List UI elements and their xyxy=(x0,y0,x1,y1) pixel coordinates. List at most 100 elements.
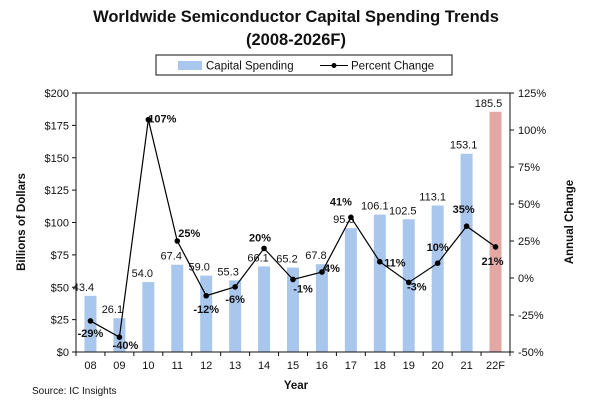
bar-13 xyxy=(229,280,242,352)
bar-value-label: 43.4 xyxy=(73,282,94,294)
bar-value-label: 54.0 xyxy=(132,268,153,280)
y2-tick-label: 50% xyxy=(518,199,540,211)
percent-change-label: 35% xyxy=(453,204,475,216)
x-tick-label: 22F xyxy=(486,360,505,372)
bar-15 xyxy=(287,267,299,352)
bar-value-label: 65.2 xyxy=(276,254,297,266)
bar-value-label: 153.1 xyxy=(450,140,478,152)
y-tick-label: $150 xyxy=(45,153,69,165)
bar-value-label: 185.5 xyxy=(475,98,503,110)
x-tick-label: 08 xyxy=(84,360,96,372)
bar-value-label: 26.1 xyxy=(102,304,123,316)
y2-tick-label: -25% xyxy=(518,310,544,322)
bar-08 xyxy=(84,295,97,352)
y-tick-label: $175 xyxy=(45,120,69,132)
bar-17 xyxy=(344,228,357,352)
percent-change-label: -1% xyxy=(293,283,313,295)
percent-change-point xyxy=(434,260,441,267)
y-tick-label: $50 xyxy=(51,282,69,294)
bar-16 xyxy=(315,264,328,352)
bar-21 xyxy=(460,153,473,352)
x-tick-label: 19 xyxy=(403,360,415,372)
percent-change-point xyxy=(145,116,152,123)
x-tick-label: 17 xyxy=(345,360,357,372)
y-axis-title: Billions of Dollars xyxy=(16,173,28,271)
y2-tick-label: 75% xyxy=(518,162,540,174)
chart-title: Worldwide Semiconductor Capital Spending… xyxy=(93,8,499,26)
x-tick-label: 14 xyxy=(258,360,270,372)
percent-change-point xyxy=(174,238,181,244)
percent-change-label: -29% xyxy=(78,328,104,340)
bar-10 xyxy=(142,282,155,352)
x-tick-label: 21 xyxy=(460,360,472,372)
legend-label-percent-change: Percent Change xyxy=(351,61,434,73)
y2-tick-label: 125% xyxy=(518,88,546,100)
x-tick-label: 20 xyxy=(432,360,444,372)
y2-axis-title: Annual Change xyxy=(564,180,576,264)
x-axis-title: Year xyxy=(284,380,309,392)
percent-change-point xyxy=(232,284,238,290)
x-tick-label: 10 xyxy=(142,360,154,372)
y-tick-label: $125 xyxy=(45,185,69,197)
percent-change-point xyxy=(463,223,470,229)
percent-change-point xyxy=(87,318,94,324)
percent-change-point xyxy=(377,258,383,265)
x-tick-label: 15 xyxy=(287,360,299,372)
x-tick-label: 13 xyxy=(229,360,241,372)
percent-change-label: 20% xyxy=(249,232,271,244)
percent-change-label: 41% xyxy=(330,196,352,208)
y-tick-label: $0 xyxy=(57,347,69,359)
x-tick-label: 18 xyxy=(374,360,386,372)
x-tick-label: 16 xyxy=(316,360,328,372)
bar-value-label: 66.1 xyxy=(247,252,268,264)
percent-change-label: 4% xyxy=(324,263,340,275)
y2-tick-label: 25% xyxy=(518,236,540,248)
percent-change-label: -40% xyxy=(113,340,139,352)
percent-change-point xyxy=(290,276,296,283)
percent-change-label: 21% xyxy=(482,256,504,268)
legend: Capital Spending Percent Change xyxy=(155,54,453,76)
chart-subtitle: (2008-2026F) xyxy=(246,31,346,49)
percent-change-label: -3% xyxy=(407,281,427,293)
percent-change-label: -6% xyxy=(225,294,245,306)
legend-marker-percent-change xyxy=(331,63,337,68)
x-tick-label: 11 xyxy=(172,360,183,372)
percent-change-label: 25% xyxy=(178,228,200,240)
y-tick-label: $100 xyxy=(45,218,69,230)
bar-14 xyxy=(258,266,271,352)
bar-value-label: 67.8 xyxy=(305,250,326,262)
legend-box xyxy=(155,54,453,76)
legend-swatch-capital-spending xyxy=(178,61,202,70)
y-tick-label: $75 xyxy=(51,250,69,262)
bar-value-label: 67.4 xyxy=(161,251,182,263)
percent-change-point xyxy=(116,334,123,341)
bar-18 xyxy=(373,214,386,352)
percent-change-point xyxy=(348,214,354,221)
x-tick-label: 12 xyxy=(200,360,212,372)
bar-22F xyxy=(489,111,502,352)
percent-change-point xyxy=(203,292,209,299)
bar-value-label: 59.0 xyxy=(188,262,209,274)
bar-11 xyxy=(171,264,184,352)
x-tick-label: 09 xyxy=(113,360,125,372)
percent-change-label: 11% xyxy=(384,258,406,270)
bar-value-label: 106.1 xyxy=(361,201,389,213)
y-tick-label: $200 xyxy=(45,88,69,100)
percent-change-point xyxy=(319,269,325,275)
y2-tick-label: -50% xyxy=(518,347,544,359)
percent-change-label: -12% xyxy=(193,304,219,316)
percent-change-point xyxy=(261,245,267,252)
bar-value-label: 102.5 xyxy=(389,205,417,217)
bar-20 xyxy=(431,205,444,352)
source-note: Source: IC Insights xyxy=(32,386,116,397)
percent-change-label: 10% xyxy=(427,242,449,254)
y-tick-label: $25 xyxy=(51,315,69,327)
plot-area: $0 $25 $50 $75 $100 $125 $150 $175 $200 -50% -25% 0… xyxy=(45,88,547,372)
percent-change-label: 107% xyxy=(148,114,176,126)
bar-19 xyxy=(402,219,415,352)
bar-value-label: 113.1 xyxy=(419,192,446,204)
percent-change-point xyxy=(492,244,499,250)
y2-tick-label: 0% xyxy=(518,273,534,285)
legend-label-capital-spending: Capital Spending xyxy=(206,61,294,73)
